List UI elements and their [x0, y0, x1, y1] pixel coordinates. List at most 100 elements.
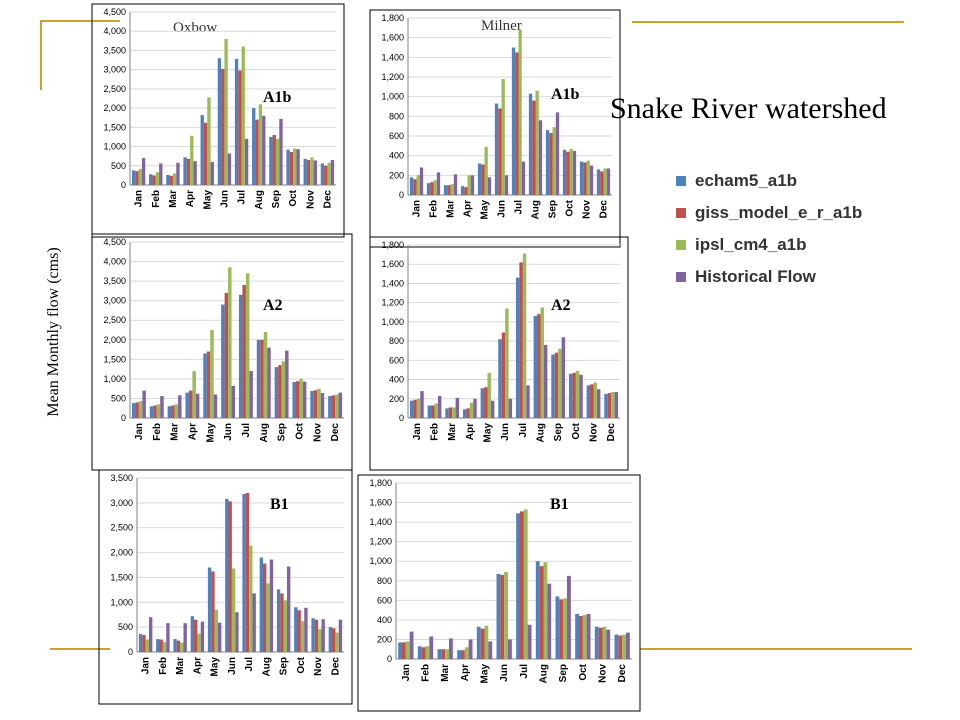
bar: [480, 628, 485, 659]
bar: [606, 629, 611, 659]
bar: [166, 175, 170, 185]
bar: [543, 344, 548, 418]
bar: [429, 636, 434, 659]
bar: [421, 647, 426, 659]
bar: [487, 177, 492, 195]
bar: [505, 308, 509, 418]
chart-frame: [98, 469, 353, 705]
y-tick-label: 0: [399, 413, 404, 423]
y-tick-label: 0: [121, 180, 126, 190]
y-tick-label: 2,500: [110, 523, 133, 533]
legend-label: echam5_a1b: [695, 171, 798, 190]
bar: [480, 388, 485, 418]
bar: [272, 135, 276, 185]
bar: [194, 619, 198, 652]
bar: [409, 631, 414, 659]
x-tick-label: Oct: [571, 422, 582, 439]
x-tick-label: Oct: [578, 663, 589, 680]
x-tick-label: Oct: [294, 422, 305, 439]
chart-frame: [369, 236, 629, 471]
x-tick-label: Jul: [514, 200, 525, 215]
bar: [607, 393, 612, 418]
bar: [508, 398, 513, 418]
bar: [535, 90, 539, 195]
bar: [227, 153, 232, 185]
bar: [470, 175, 475, 195]
x-tick-label: Mar: [446, 200, 457, 218]
y-tick-label: 3,500: [110, 473, 133, 483]
bar: [484, 625, 489, 659]
bar: [453, 174, 458, 195]
bar: [498, 108, 502, 195]
y-tick-label: 3,000: [103, 65, 126, 75]
bar: [555, 112, 560, 195]
bar: [190, 135, 194, 185]
x-tick-label: Jul: [237, 190, 248, 205]
bar: [549, 133, 553, 195]
bar: [501, 78, 505, 195]
y-tick-label: 1,200: [381, 72, 404, 82]
bar: [162, 642, 167, 652]
bar: [142, 635, 146, 652]
bar: [568, 373, 573, 418]
bar: [449, 638, 453, 659]
bar: [155, 172, 160, 185]
bar: [304, 607, 308, 652]
bar: [213, 394, 218, 418]
y-tick-label: 1,500: [103, 354, 126, 364]
bar: [582, 615, 587, 659]
bar: [335, 394, 339, 418]
bar: [590, 384, 594, 418]
bar: [249, 371, 253, 418]
bar: [183, 157, 187, 185]
bar: [200, 621, 205, 652]
bar: [332, 628, 336, 652]
bar: [331, 395, 336, 418]
bar: [618, 635, 623, 659]
bar: [285, 350, 289, 418]
site-label-oxbow: Oxbow: [173, 20, 218, 36]
bar: [224, 292, 229, 418]
legend-label: ipsl_cm4_a1b: [695, 235, 807, 254]
bar: [539, 566, 544, 659]
y-tick-label: 1,000: [381, 92, 404, 102]
y-tick-label: 3,000: [110, 498, 133, 508]
bar: [135, 402, 139, 418]
bar: [583, 162, 587, 195]
bar: [526, 385, 530, 418]
bar: [238, 70, 242, 185]
bar: [186, 158, 191, 185]
bar: [141, 158, 146, 185]
bar: [279, 118, 283, 185]
scenario-label: B1: [550, 496, 569, 513]
y-tick-label: 4,000: [103, 26, 126, 36]
bar: [596, 169, 601, 195]
bar: [519, 511, 524, 659]
scenario-label: B1: [270, 496, 289, 513]
bar: [245, 492, 250, 652]
bar: [135, 171, 139, 185]
bar: [310, 157, 314, 185]
bar: [180, 642, 184, 652]
x-tick-label: Mar: [175, 657, 186, 675]
bar: [447, 185, 451, 195]
x-tick-label: Nov: [589, 423, 600, 442]
x-tick-label: Oct: [288, 189, 299, 206]
bar: [266, 583, 270, 652]
bar: [519, 262, 523, 418]
bar: [267, 347, 271, 418]
y-tick-label: 0: [121, 413, 126, 423]
bar: [427, 405, 432, 418]
y-tick-label: 3,500: [103, 276, 126, 286]
bar: [603, 168, 607, 195]
x-tick-label: May: [480, 200, 491, 220]
x-tick-label: Jan: [134, 423, 145, 440]
bar: [318, 629, 322, 652]
bar: [258, 104, 263, 185]
y-tick-label: 200: [389, 394, 404, 404]
x-tick-label: Jan: [141, 657, 152, 674]
x-tick-label: Mar: [440, 664, 451, 682]
bar: [214, 609, 218, 652]
bar: [466, 408, 470, 418]
scenario-label: A1b: [263, 89, 292, 106]
